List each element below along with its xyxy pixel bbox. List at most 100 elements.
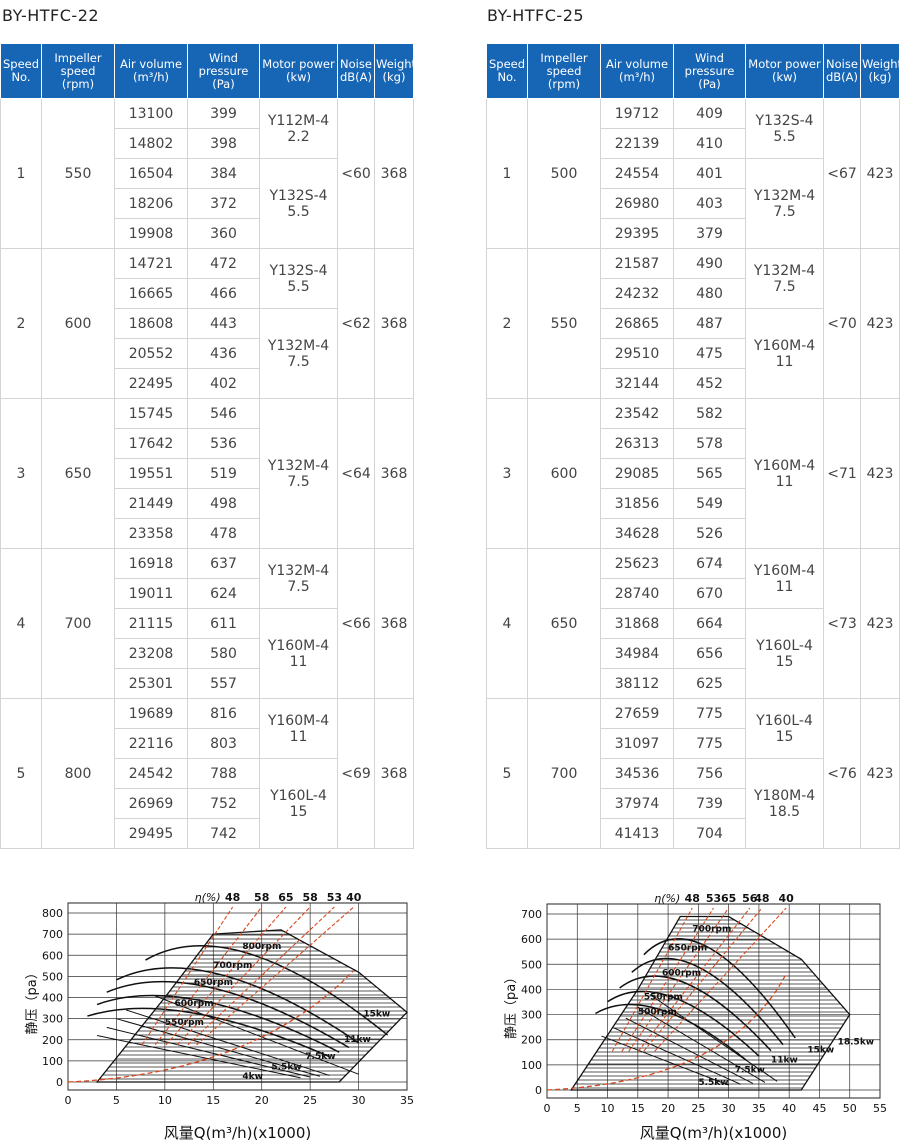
wind-pressure: 565 [673, 458, 746, 489]
weight: 368 [374, 98, 414, 249]
efficiency-line [654, 907, 787, 1052]
wind-pressure: 664 [673, 608, 746, 639]
motor-model: Y132M-4 [267, 337, 330, 354]
motor-power: 5.5 [287, 278, 310, 295]
y-tick-label: 0 [56, 1076, 63, 1089]
speed-no: 5 [0, 698, 42, 849]
air-volume: 14802 [114, 128, 188, 159]
air-volume: 31097 [600, 728, 674, 759]
rpm-label: 700rpm [213, 961, 252, 971]
x-tick-label: 5 [574, 1102, 581, 1115]
air-volume: 34628 [600, 518, 674, 549]
rpm-label: 600rpm [662, 969, 701, 979]
motor-model: Y160M-4 [753, 562, 816, 579]
data-row: 37974 739 [487, 788, 900, 819]
motor-power: 2.2 [287, 128, 310, 145]
air-volume: 23542 [600, 398, 674, 429]
motor-power: 15 [289, 803, 308, 820]
motor-power: 7.5 [773, 278, 796, 295]
motor-power: 7.5 [287, 353, 310, 370]
plot-frame [67, 902, 408, 1091]
weight: 423 [860, 548, 900, 699]
air-volume: 24542 [114, 758, 188, 789]
efficiency-line [621, 907, 714, 1052]
data-row: 38112 625 [487, 668, 900, 699]
air-volume: 26313 [600, 428, 674, 459]
rpm-label: 600rpm [175, 999, 214, 1009]
air-volume: 28740 [600, 578, 674, 609]
kw-label: 5.5kw [271, 1062, 301, 1072]
region-outline [95, 929, 408, 1083]
eta-label: η(%) [195, 891, 221, 904]
data-row: 34628 526 [487, 518, 900, 549]
air-volume: 38112 [600, 668, 674, 699]
power-curve [106, 1026, 311, 1078]
wind-pressure: 360 [187, 218, 260, 249]
air-volume: 14721 [114, 248, 188, 279]
x-tick-label: 35 [752, 1102, 766, 1115]
header-cell: Noise dB(A) [337, 43, 375, 99]
speed-no: 2 [0, 248, 42, 399]
air-volume: 34984 [600, 638, 674, 669]
air-volume: 22495 [114, 368, 188, 399]
motor-model: Y160L-4 [270, 787, 327, 804]
data-row: 24232 480 [487, 278, 900, 309]
motor-model: Y132M-4 [267, 562, 330, 579]
data-row: 22116 803 [1, 728, 414, 759]
speed-no: 4 [0, 548, 42, 699]
wind-pressure: 472 [187, 248, 260, 279]
noise: <73 [823, 548, 861, 699]
air-volume: 34536 [600, 758, 674, 789]
y-tick-label: 400 [42, 992, 63, 1005]
eta-label: η(%) [654, 892, 680, 905]
wind-pressure: 519 [187, 458, 260, 489]
motor-cell: Y160M-4 11 [745, 398, 824, 549]
y-axis-label: 静压（pa） [25, 966, 40, 1034]
data-row: 17642 536 [1, 428, 414, 459]
wind-pressure: 742 [187, 818, 260, 849]
y-tick-label: 400 [521, 983, 542, 996]
data-row: 31097 775 [487, 728, 900, 759]
wind-pressure: 611 [187, 608, 260, 639]
system-curve [546, 973, 787, 1091]
noise: <70 [823, 248, 861, 399]
rpm-label: 650rpm [668, 943, 707, 953]
wind-pressure: 526 [673, 518, 746, 549]
weight: 423 [860, 98, 900, 249]
data-row: 14802 398 [1, 128, 414, 159]
data-row: 4 650 25623 674 Y160M-4 11 <73 423 [486, 548, 900, 699]
air-volume: 15745 [114, 398, 188, 429]
impeller-speed: 650 [41, 398, 115, 549]
data-row: 1 550 13100 399 Y112M-4 2.2 <60 368 [0, 98, 414, 249]
kw-label: 11kw [344, 1035, 371, 1045]
air-volume: 29495 [114, 818, 188, 849]
air-volume: 25623 [600, 548, 674, 579]
efficiency-line [141, 906, 234, 1046]
x-tick-label: 0 [544, 1102, 551, 1115]
weight: 423 [860, 398, 900, 549]
impeller-speed: 600 [41, 248, 115, 399]
motor-model: Y132S-4 [269, 262, 328, 279]
eta-value: 48 [754, 892, 769, 905]
pressure-curve [87, 1007, 330, 1058]
impeller-speed: 700 [527, 698, 601, 849]
air-volume: 27659 [600, 698, 674, 729]
motor-cell: Y132S-4 5.5 [259, 158, 338, 249]
noise: <66 [337, 548, 375, 699]
motor-cell: Y180M-4 18.5 [745, 758, 824, 849]
header-cell: Speed No. [0, 43, 42, 99]
impeller-speed: 700 [41, 548, 115, 699]
wind-pressure: 409 [673, 98, 746, 129]
wind-pressure: 803 [187, 728, 260, 759]
air-volume: 19551 [114, 458, 188, 489]
wind-pressure: 775 [673, 728, 746, 759]
air-volume: 17642 [114, 428, 188, 459]
eta-value: 40 [778, 892, 794, 905]
noise: <62 [337, 248, 375, 399]
efficiency-line [187, 906, 335, 1046]
air-volume: 21587 [600, 248, 674, 279]
y-tick-label: 100 [42, 1055, 63, 1068]
wind-pressure: 466 [187, 278, 260, 309]
motor-model: Y160M-4 [753, 337, 816, 354]
pressure-curve [595, 1003, 748, 1062]
